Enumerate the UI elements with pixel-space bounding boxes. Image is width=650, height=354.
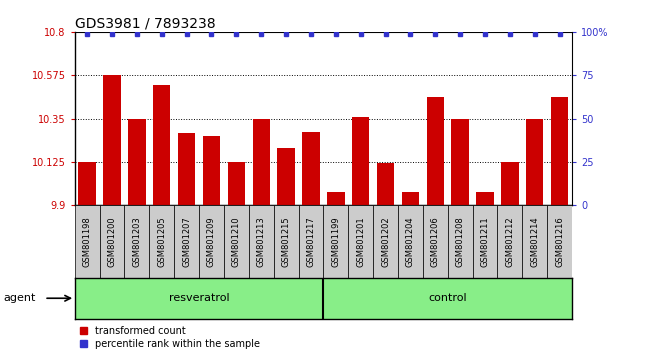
Bar [476,192,494,205]
Bar [426,97,444,205]
Bar [327,192,344,205]
Bar [377,163,395,205]
FancyBboxPatch shape [373,205,398,278]
Text: GSM801206: GSM801206 [431,216,440,267]
Text: GSM801203: GSM801203 [133,216,142,267]
FancyBboxPatch shape [298,205,324,278]
Text: GSM801211: GSM801211 [480,216,489,267]
Bar [153,85,170,205]
Text: GSM801216: GSM801216 [555,216,564,267]
FancyBboxPatch shape [473,205,497,278]
FancyBboxPatch shape [523,205,547,278]
Text: GSM801210: GSM801210 [232,216,241,267]
Text: GSM801213: GSM801213 [257,216,266,267]
Text: GSM801214: GSM801214 [530,216,540,267]
FancyBboxPatch shape [547,205,572,278]
FancyBboxPatch shape [150,205,174,278]
Bar [128,119,146,205]
Text: agent: agent [3,293,36,303]
Text: GSM801207: GSM801207 [182,216,191,267]
Bar [79,162,96,205]
Text: GSM801215: GSM801215 [281,216,291,267]
Text: GSM801199: GSM801199 [332,216,341,267]
FancyBboxPatch shape [497,205,523,278]
Text: GSM801202: GSM801202 [381,216,390,267]
Bar [501,162,519,205]
Bar [352,117,369,205]
Bar [252,119,270,205]
FancyBboxPatch shape [274,205,298,278]
Bar [103,75,121,205]
Bar [451,119,469,205]
Text: GSM801208: GSM801208 [456,216,465,267]
Text: GSM801204: GSM801204 [406,216,415,267]
Text: GSM801198: GSM801198 [83,216,92,267]
FancyBboxPatch shape [249,205,274,278]
FancyBboxPatch shape [324,205,348,278]
Bar [227,162,245,205]
Text: GDS3981 / 7893238: GDS3981 / 7893238 [75,17,215,31]
Text: GSM801217: GSM801217 [306,216,315,267]
FancyBboxPatch shape [75,205,99,278]
Text: GSM801205: GSM801205 [157,216,166,267]
Bar [178,133,196,205]
Bar [203,136,220,205]
Bar [302,132,320,205]
FancyBboxPatch shape [348,205,373,278]
Text: GSM801212: GSM801212 [505,216,514,267]
FancyBboxPatch shape [99,205,125,278]
FancyBboxPatch shape [199,205,224,278]
Bar [551,97,568,205]
FancyBboxPatch shape [423,205,448,278]
Text: GSM801201: GSM801201 [356,216,365,267]
FancyBboxPatch shape [448,205,473,278]
Text: control: control [428,293,467,303]
Text: resveratrol: resveratrol [169,293,229,303]
Text: GSM801209: GSM801209 [207,216,216,267]
FancyBboxPatch shape [125,205,150,278]
Bar [526,119,543,205]
Bar [278,148,295,205]
Text: GSM801200: GSM801200 [107,216,116,267]
Bar [402,192,419,205]
FancyBboxPatch shape [174,205,199,278]
FancyBboxPatch shape [224,205,249,278]
Legend: transformed count, percentile rank within the sample: transformed count, percentile rank withi… [79,326,260,349]
FancyBboxPatch shape [398,205,423,278]
